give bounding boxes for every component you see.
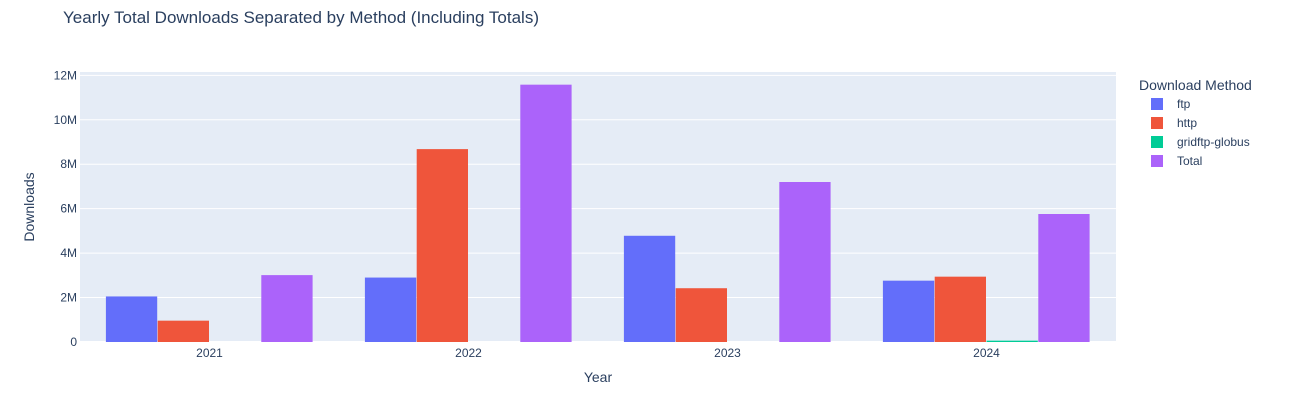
legend-label: ftp xyxy=(1177,97,1191,111)
bar-total-2022 xyxy=(520,84,572,343)
chart-title: Yearly Total Downloads Separated by Meth… xyxy=(63,8,539,27)
legend-item-gridftp-globus[interactable]: gridftp-globus xyxy=(1151,135,1250,149)
bar-total-2023 xyxy=(779,182,831,342)
legend-item-http[interactable]: http xyxy=(1151,116,1197,130)
y-tick-label: 0 xyxy=(70,335,77,349)
x-tick-label: 2021 xyxy=(196,346,223,360)
bar-ftp-2024 xyxy=(882,280,935,342)
legend-swatch xyxy=(1151,117,1163,129)
bar-ftp-2023 xyxy=(623,235,676,342)
bar-total-2024 xyxy=(1038,214,1090,342)
legend-swatch xyxy=(1151,155,1163,167)
bar-total-2021 xyxy=(261,275,313,342)
y-tick-label: 4M xyxy=(60,246,77,260)
bar-http-2023 xyxy=(675,288,727,342)
bars xyxy=(105,84,1090,343)
x-axis-label: Year xyxy=(584,369,613,385)
x-tick-label: 2023 xyxy=(714,346,741,360)
legend-item-ftp[interactable]: ftp xyxy=(1151,97,1191,111)
y-tick-label: 2M xyxy=(60,291,77,305)
bar-ftp-2022 xyxy=(364,277,417,342)
legend: Download Method ftp http gridftp-globus Tot… xyxy=(1139,77,1252,168)
bar-gridftp-globus-2024 xyxy=(986,340,1038,342)
bar-http-2022 xyxy=(416,149,468,342)
legend-swatch xyxy=(1151,98,1163,110)
y-axis-ticks: 0 2M 4M 6M 8M 10M 12M xyxy=(54,68,78,349)
y-axis-label: Downloads xyxy=(21,172,37,241)
legend-item-total[interactable]: Total xyxy=(1151,154,1202,168)
legend-label: Total xyxy=(1177,154,1202,168)
bar-http-2024 xyxy=(934,276,986,342)
x-tick-label: 2024 xyxy=(973,346,1000,360)
legend-title: Download Method xyxy=(1139,77,1252,93)
legend-swatch xyxy=(1151,136,1163,148)
y-tick-label: 10M xyxy=(54,113,77,127)
legend-label: gridftp-globus xyxy=(1177,135,1250,149)
y-tick-label: 6M xyxy=(60,202,77,216)
bar-ftp-2021 xyxy=(105,296,158,342)
bar-http-2021 xyxy=(157,320,209,342)
x-axis-ticks: 2021 2022 2023 2024 xyxy=(196,346,1000,360)
y-tick-label: 12M xyxy=(54,68,77,82)
x-tick-label: 2022 xyxy=(455,346,482,360)
y-tick-label: 8M xyxy=(60,157,77,171)
legend-label: http xyxy=(1177,116,1197,130)
